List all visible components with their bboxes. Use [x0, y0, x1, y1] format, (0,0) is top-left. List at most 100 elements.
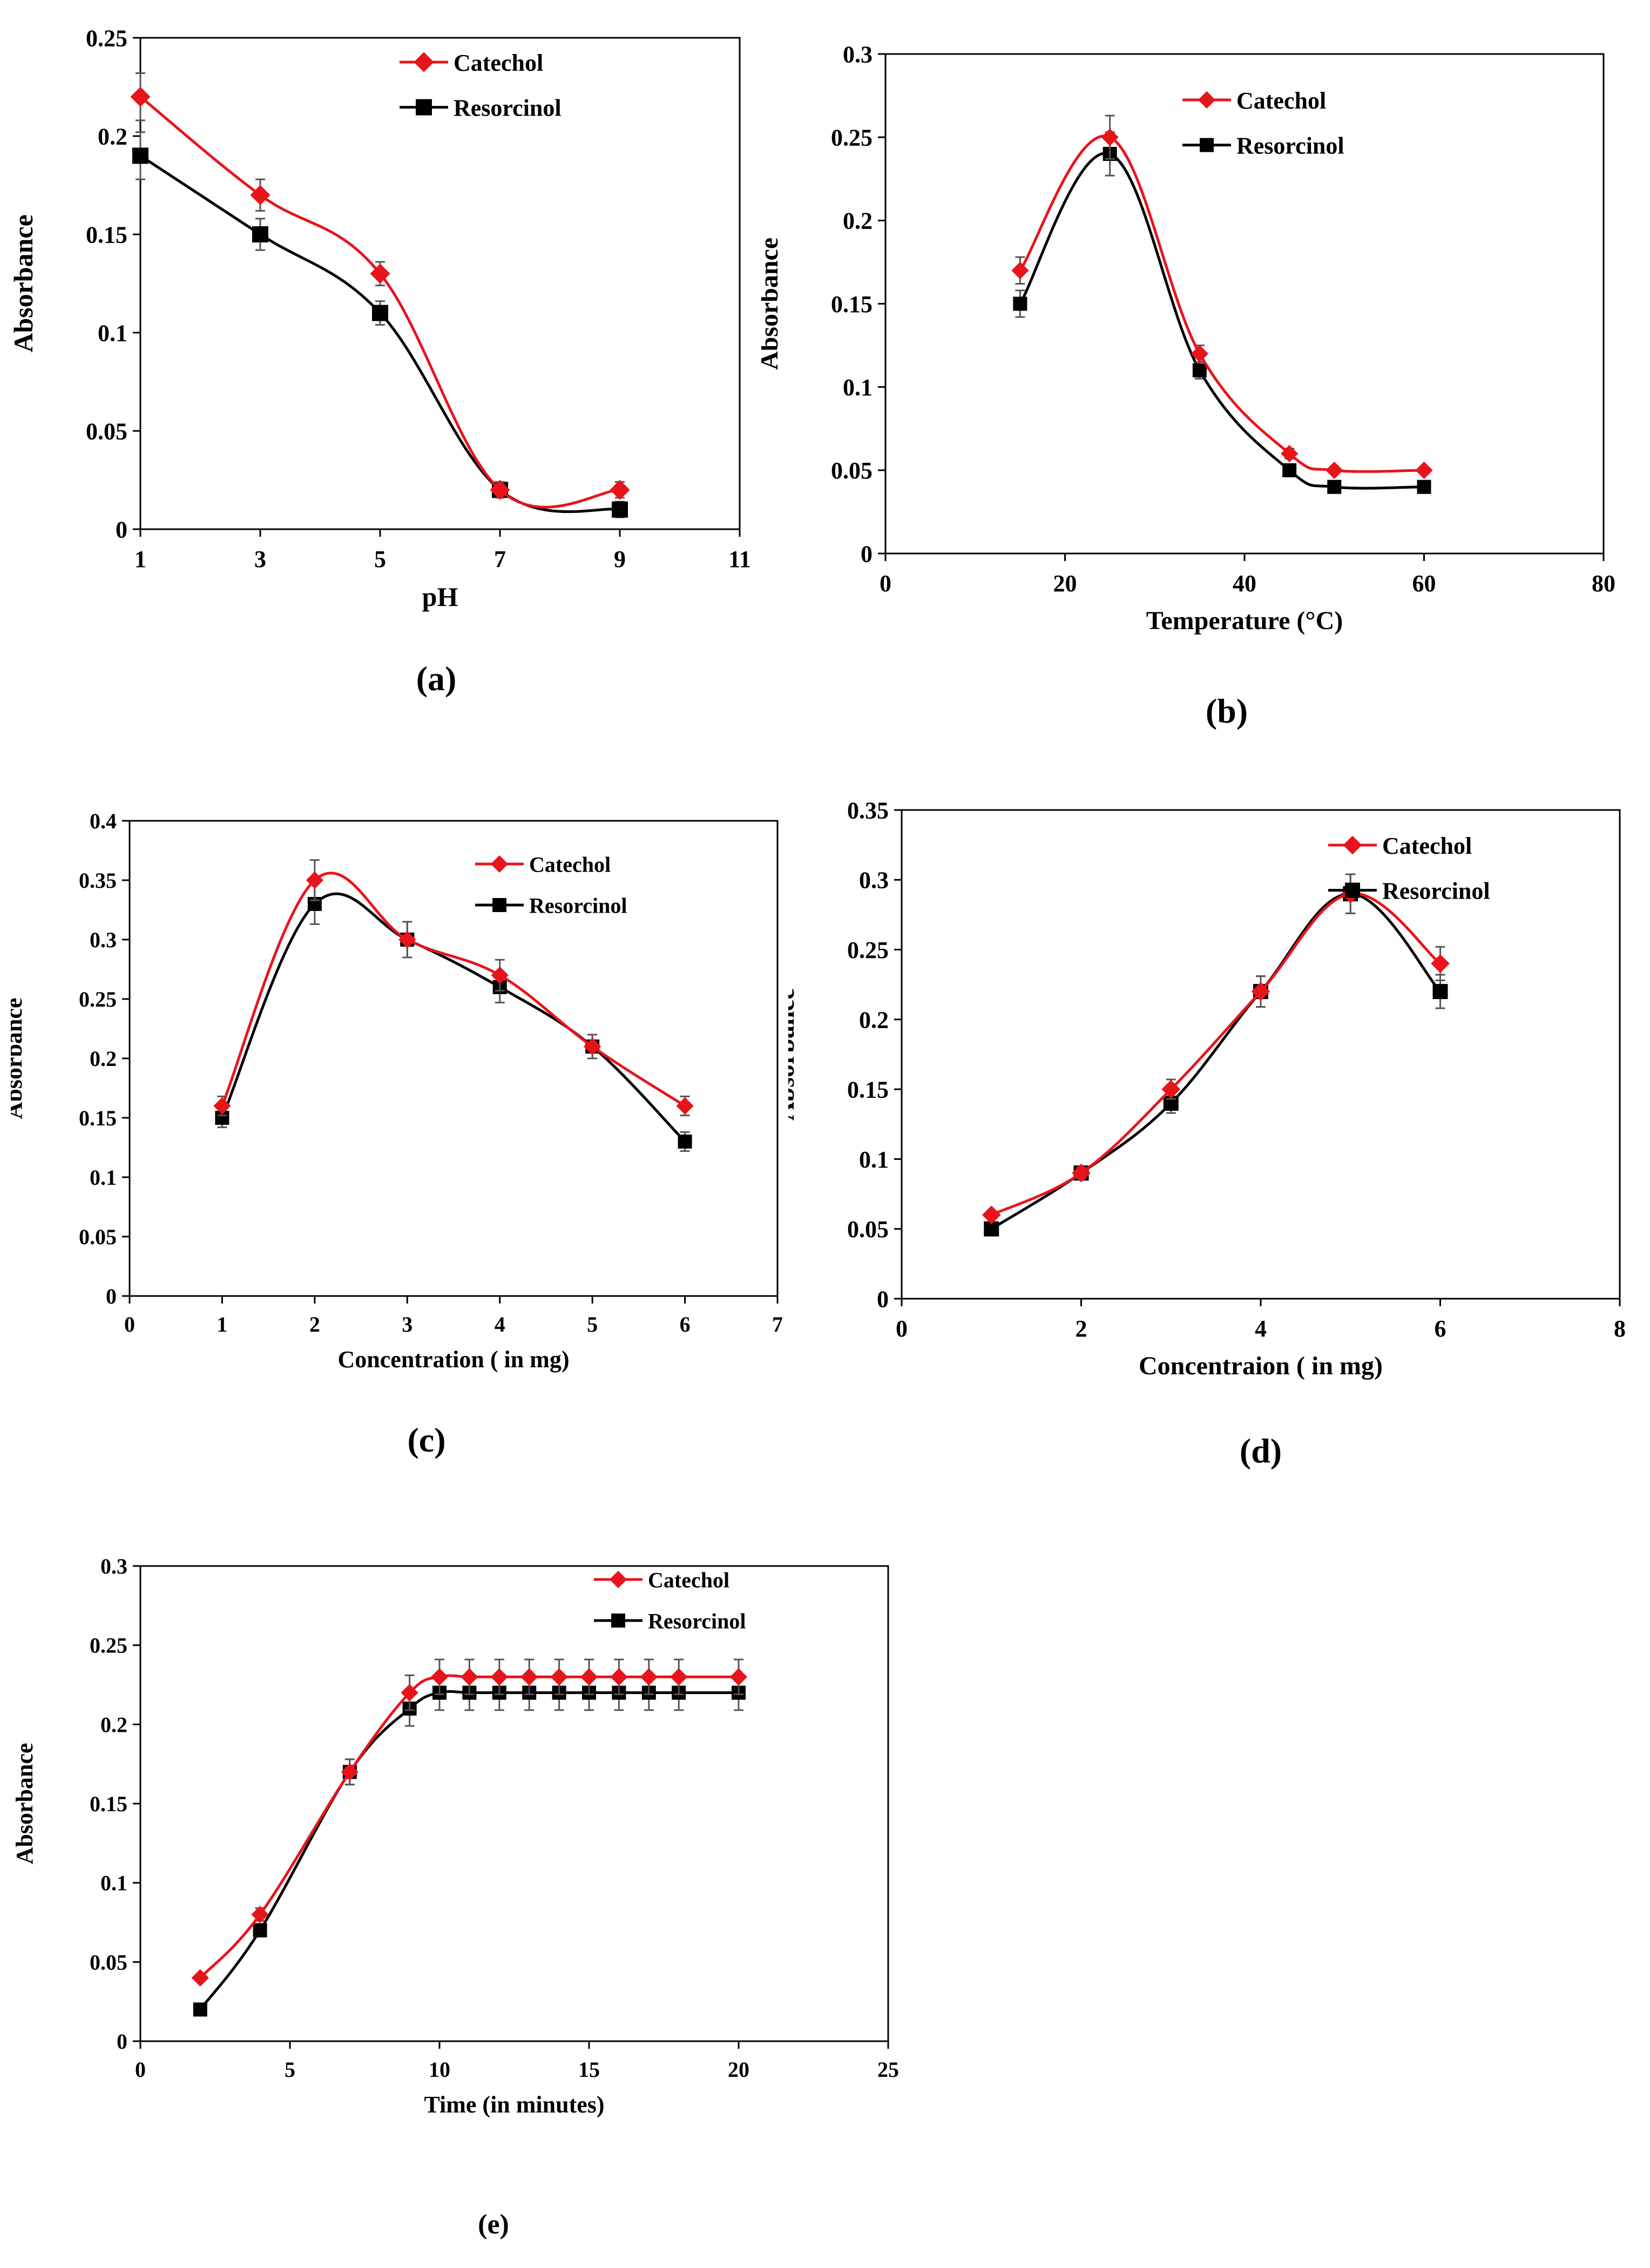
data-point-catechol [729, 1668, 748, 1686]
data-point-resorcinol [1417, 480, 1431, 494]
legend-marker-diamond [414, 52, 434, 72]
y-tick-label: 0.1 [100, 1871, 127, 1895]
x-axis-title: Temperature (°C) [1146, 606, 1343, 635]
plot-frame [884, 53, 1605, 555]
data-point-catechol [584, 1037, 601, 1056]
data-point-catechol [1251, 982, 1270, 1001]
chart-a: 0 0.05 0.1 0.15 0.2 0.25 1 3 5 7 9 11 pH Absorbance Ca… [11, 25, 751, 612]
x-axis-title: Concentration ( in mg) [338, 1346, 570, 1373]
y-tick-label: 0.05 [86, 418, 127, 444]
x-tick-label: 20 [1053, 570, 1077, 597]
x-tick-label: 2 [309, 1312, 320, 1336]
x-tick-label: 8 [1614, 1315, 1626, 1342]
y-tick-label: 0.05 [79, 1225, 117, 1249]
plot-frame [139, 37, 741, 530]
legend-label-catechol: Catechol [529, 852, 611, 876]
x-tick-label: 4 [1255, 1315, 1267, 1342]
x-tick-label: 7 [494, 546, 506, 572]
legend-label-resorcinol: Resorcinol [529, 893, 627, 917]
series-line-resorcinol [990, 892, 1442, 1230]
plot-frame [139, 1565, 889, 2042]
data-point-catechol [490, 1668, 508, 1686]
data-point-resorcinol [1432, 984, 1448, 1000]
y-tick-label: 0.35 [847, 797, 889, 824]
y-tick-label: 0.15 [90, 1792, 127, 1816]
legend-label-resorcinol: Resorcinol [1382, 878, 1490, 904]
x-tick-label: 5 [285, 2057, 295, 2082]
y-tick-label: 0 [861, 541, 873, 567]
plot-frame [901, 809, 1621, 1300]
data-point-catechol [550, 1668, 568, 1686]
data-point-catechol [1281, 444, 1299, 463]
data-point-catechol [610, 480, 630, 500]
series-line-catechol [139, 96, 620, 509]
legend-label-catechol: Catechol [1382, 833, 1472, 859]
chart-d: 0 0.05 0.1 0.15 0.2 0.25 0.3 0.35 0 2 4 6 8 Concentra… [788, 797, 1626, 1380]
y-tick-label: 0.25 [831, 125, 873, 151]
data-point-catechol [610, 1668, 628, 1686]
x-tick-label: 80 [1592, 570, 1615, 597]
y-tick-label: 0.15 [86, 221, 127, 248]
data-point-catechol [130, 86, 151, 107]
legend-marker-diamond [609, 1570, 627, 1589]
y-tick-label: 0.1 [98, 320, 127, 346]
data-point-catechol [490, 480, 510, 500]
y-axis-title: Absorbance [11, 1743, 38, 1865]
chart-e: 0 0.05 0.1 0.15 0.2 0.25 0.3 0 5 10 15 20 25 Time (in… [11, 1554, 899, 2118]
y-tick-label: 0.1 [843, 374, 873, 401]
x-tick-label: 6 [1435, 1315, 1446, 1342]
legend-marker-square [1345, 882, 1360, 898]
data-point-catechol [640, 1668, 658, 1686]
data-point-catechol [670, 1668, 688, 1686]
legend-label-resorcinol: Resorcinol [1236, 132, 1344, 159]
data-point-catechol [250, 185, 271, 205]
series-line-resorcinol [199, 1690, 739, 2010]
y-tick-label: 0.3 [90, 928, 117, 952]
x-tick-label: 3 [254, 546, 266, 572]
data-point-catechol [1191, 345, 1208, 363]
y-tick-label: 0.25 [847, 937, 889, 963]
legend-marker-diamond [1198, 91, 1216, 109]
data-point-resorcinol [193, 2002, 207, 2017]
data-point-catechol [1011, 261, 1029, 279]
data-point-catechol [430, 1668, 449, 1686]
y-tick-label: 0.15 [79, 1106, 117, 1130]
data-point-catechol [520, 1668, 538, 1686]
data-point-resorcinol [1192, 363, 1207, 377]
y-axis-title: Absorbance [11, 214, 38, 353]
y-tick-label: 0 [106, 1284, 117, 1308]
data-point-resorcinol [252, 226, 268, 242]
x-tick-label: 0 [135, 2057, 146, 2082]
x-tick-label: 5 [587, 1312, 598, 1336]
x-tick-label: 0 [124, 1312, 135, 1336]
x-tick-label: 25 [877, 2057, 899, 2082]
x-tick-label: 0 [896, 1315, 908, 1342]
data-point-resorcinol [1282, 463, 1297, 477]
y-tick-label: 0 [116, 516, 127, 543]
y-tick-label: 0 [877, 1286, 889, 1312]
x-tick-label: 11 [728, 546, 751, 572]
legend-label-catechol: Catechol [454, 50, 543, 76]
y-tick-label: 0.4 [90, 809, 117, 833]
series-line-catechol [199, 1674, 739, 1979]
panel-label-c: (c) [407, 1421, 446, 1459]
legend-marker-square [1200, 138, 1214, 152]
x-tick-label: 40 [1233, 570, 1256, 597]
y-tick-label: 0.05 [847, 1216, 889, 1243]
y-tick-label: 0.25 [90, 1634, 127, 1658]
y-tick-label: 0.3 [100, 1554, 127, 1578]
x-tick-label: 1 [134, 546, 146, 572]
data-point-resorcinol [1327, 480, 1342, 494]
legend-marker-square [492, 898, 506, 912]
y-tick-label: 0.25 [79, 987, 117, 1011]
y-tick-label: 0.15 [847, 1077, 889, 1103]
legend-label-catechol: Catechol [648, 1568, 729, 1592]
y-tick-label: 0.1 [90, 1165, 117, 1190]
chart-c: 0 0.05 0.1 0.15 0.2 0.25 0.3 0.35 0.4 0 1 2 3 4 5 6 7 Con… [11, 809, 783, 1373]
y-axis-title: Absorbance [761, 238, 783, 370]
x-tick-label: 3 [402, 1312, 412, 1336]
series-line-resorcinol [139, 154, 620, 514]
y-tick-label: 0.2 [100, 1712, 127, 1737]
legend-marker-diamond [1343, 835, 1362, 855]
y-tick-label: 0.35 [79, 868, 117, 893]
